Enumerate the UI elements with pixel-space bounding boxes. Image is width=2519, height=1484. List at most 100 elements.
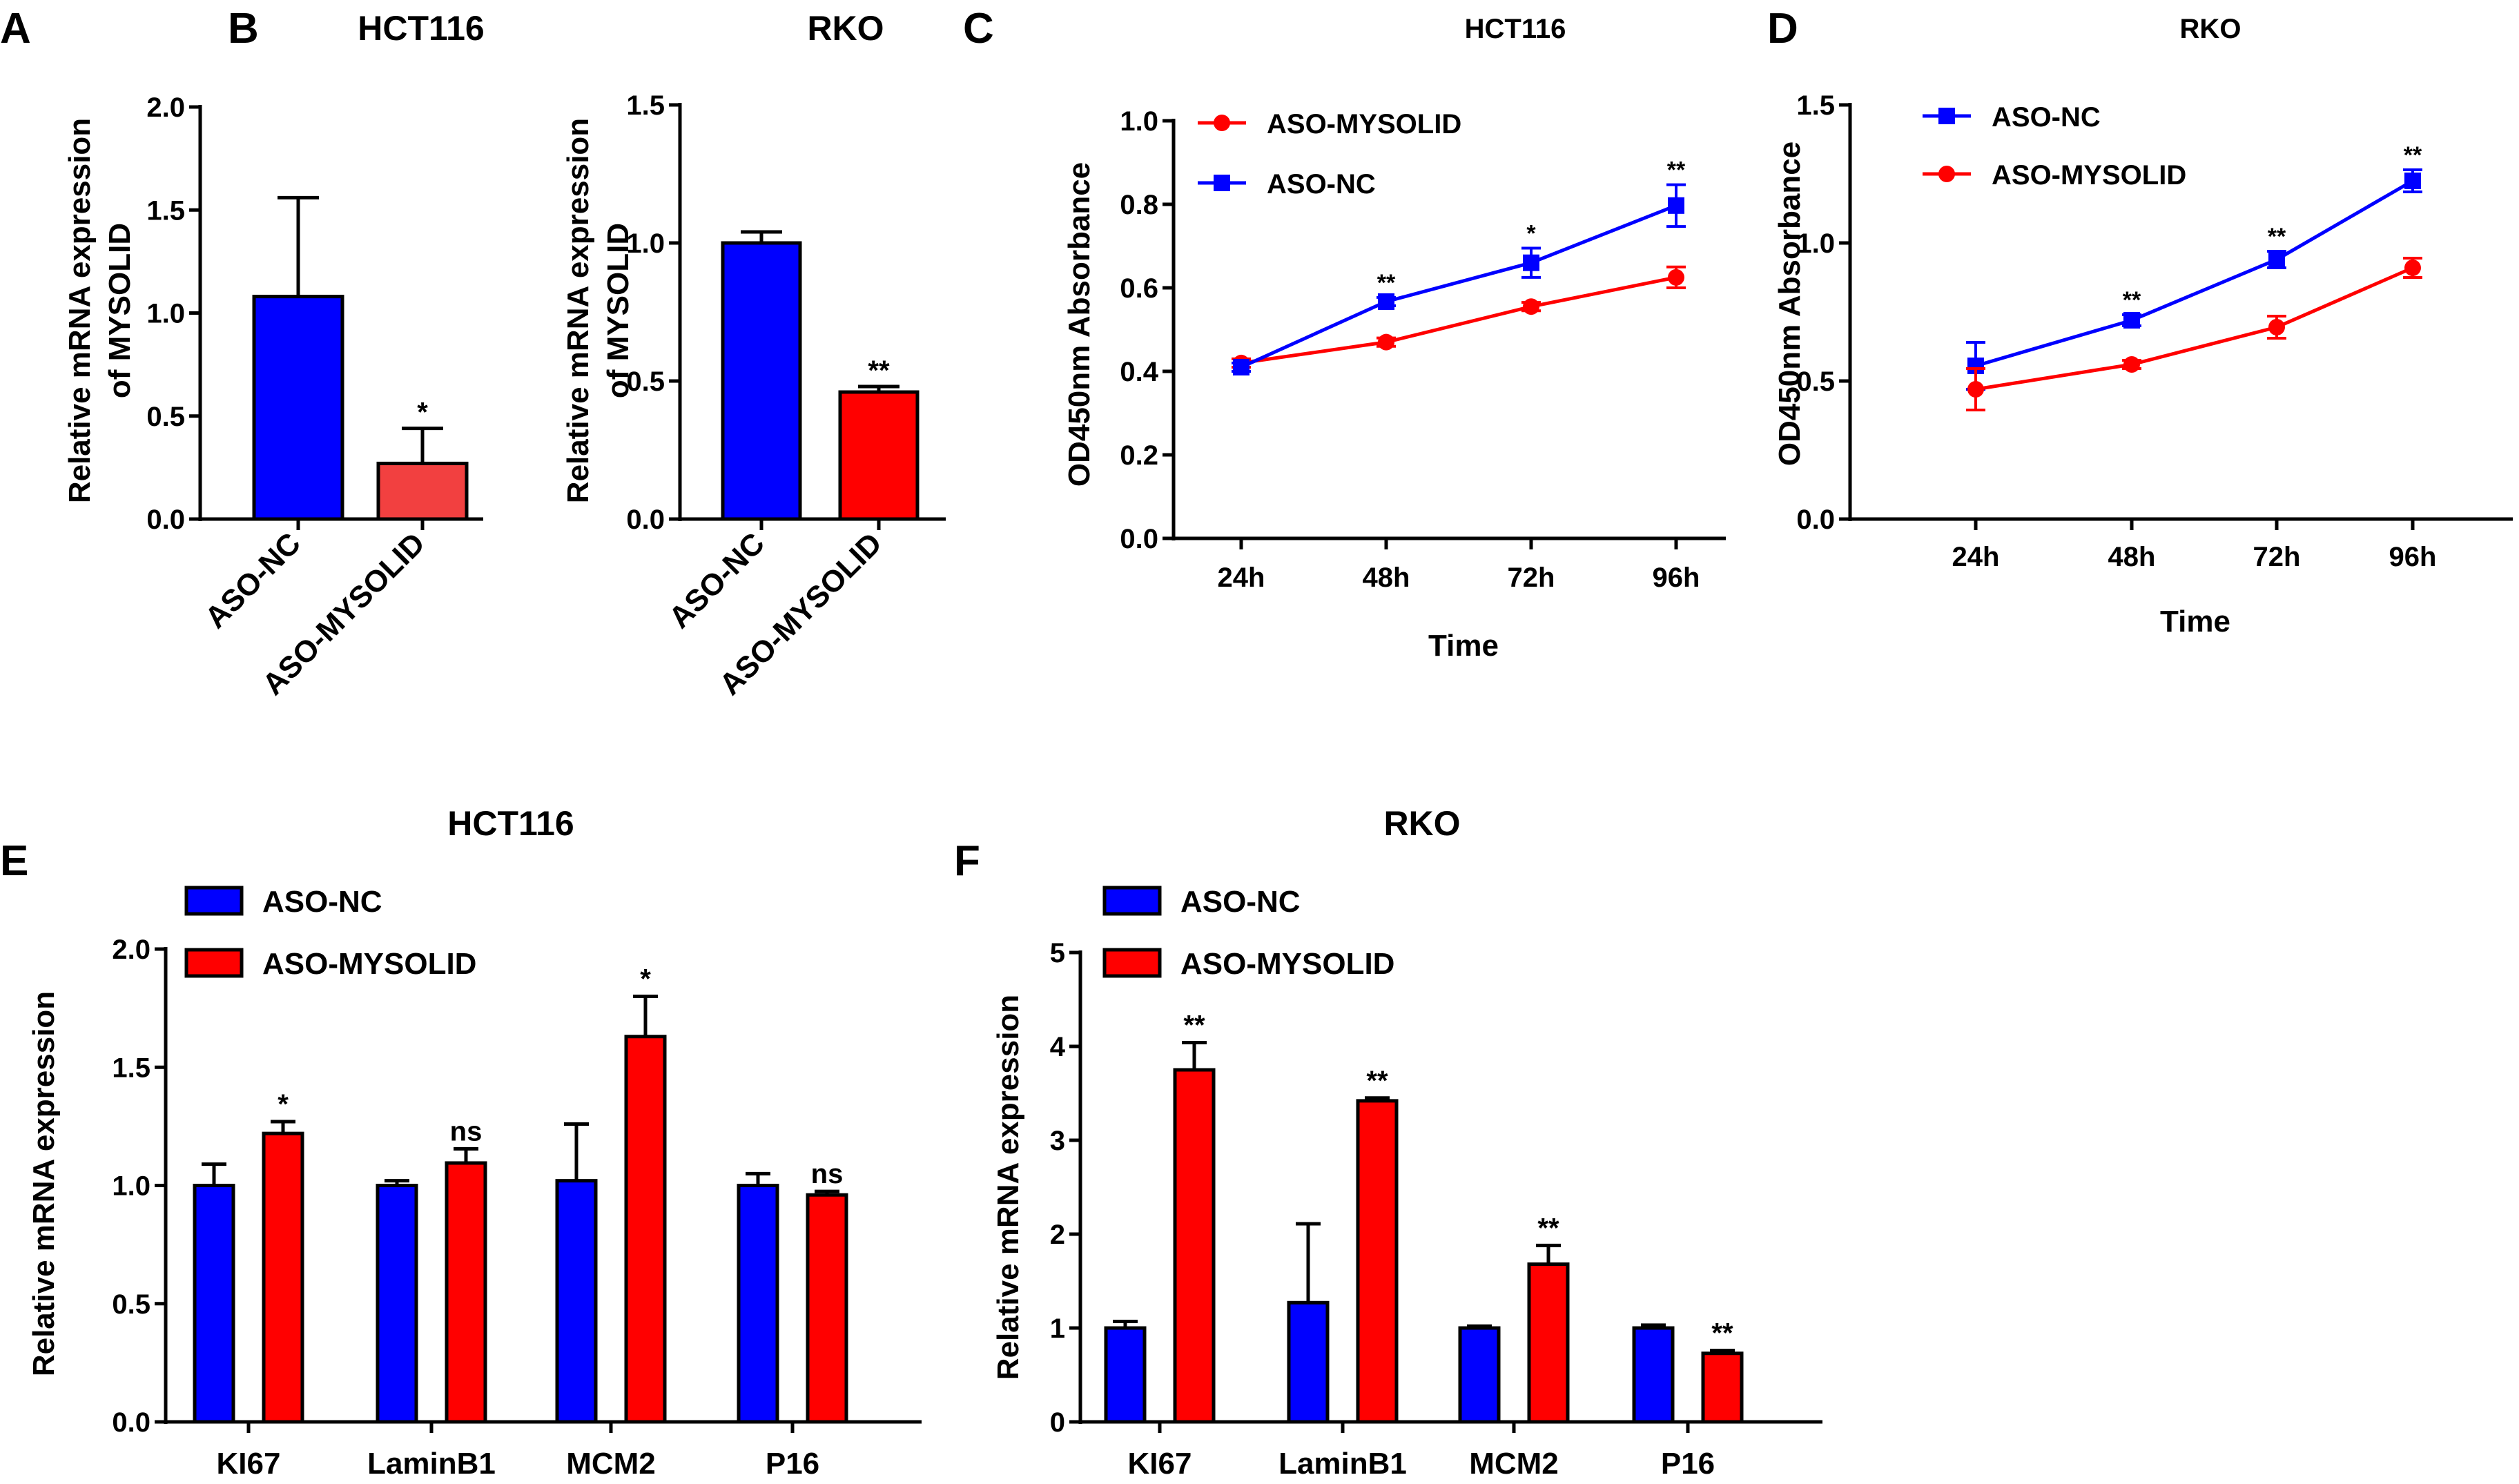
series-line [1975,179,2414,368]
legend-item: ASO-NC [184,885,382,919]
legend-label: ASO-NC [1267,169,1376,199]
y-tick-label: 1.5 [626,90,665,121]
y-tick-label: 1.5 [1796,90,1835,121]
series-aso-nc [1232,183,1686,375]
x-category-label: ASO-NC [663,526,771,634]
y-tick-label: 0.5 [1796,367,1835,397]
panel-letter: F [954,837,980,885]
significance-label: * [417,398,428,428]
legend-label: ASO-NC [262,885,382,919]
y-tick-label: 1 [1050,1314,1065,1344]
significance-label: ** [1711,1318,1733,1349]
y-tick-label: 1.0 [626,228,665,259]
series-aso-mysolid [1966,257,2422,411]
bar-aso-mysolid-laminb1 [445,1161,487,1424]
bar-aso-mysolid [838,390,920,521]
marker-circle [1668,269,1684,286]
marker-square [1214,175,1230,191]
x-tick-label: 96h [2389,542,2437,572]
y-axis-label-line: Relative mRNA expression [63,118,97,503]
y-tick-label: 0.5 [146,402,185,432]
x-category-label: MCM2 [1469,1447,1559,1481]
y-axis-label: Relative mRNA expression [27,991,61,1376]
y-tick-label: 1.0 [146,299,185,329]
significance-label: ns [450,1116,483,1146]
marker-square [1668,197,1684,214]
y-tick-label: 0.8 [1120,190,1158,220]
y-tick-label: 2.0 [112,935,150,965]
bar-aso-mysolid-p16 [806,1193,848,1424]
bar-aso-nc-ki67 [1104,1326,1147,1424]
y-tick-label: 0.0 [146,505,185,535]
legend-label: ASO-NC [1992,102,2101,133]
series-aso-nc [1966,168,2422,391]
x-tick-label: 24h [1952,542,2000,572]
panel-letter: C [963,5,994,52]
bar-aso-nc-mcm2 [555,1179,598,1424]
bar-aso-mysolid [376,461,469,521]
panel-letter: A [0,5,31,52]
legend-item: ASO-MYSOLID [1198,109,1461,139]
y-tick-label: 0.0 [1120,524,1158,554]
legend-swatch [184,886,244,916]
y-axis-label-line: of MYSOLID [103,223,137,398]
x-tick-label: 48h [2108,542,2156,572]
bar-aso-mysolid-p16 [1701,1351,1744,1424]
legend-label: ASO-MYSOLID [1180,947,1394,981]
bar-aso-nc-laminb1 [376,1184,418,1424]
marker-circle [1938,166,1955,182]
x-category-label: ASO-NC [199,526,307,634]
y-tick-label: 1.0 [1796,228,1835,259]
bar-aso-mysolid-mcm2 [1527,1262,1570,1424]
panel-title: HCT116 [447,804,574,843]
bar-aso-mysolid-laminb1 [1356,1099,1399,1424]
legend-item: ASO-NC [1923,102,2101,133]
panel-title: RKO [807,9,884,48]
legend-swatch [184,948,244,978]
x-category-label: LaminB1 [1278,1447,1407,1481]
bar-aso-nc-ki67 [193,1184,235,1424]
y-tick-label: 0.0 [1796,505,1835,535]
marker-square [2404,173,2421,189]
legend-label: ASO-NC [1180,885,1301,919]
y-tick-label: 0.5 [112,1289,150,1320]
y-tick-label: 2.0 [146,92,185,123]
panel-letter: E [0,837,28,885]
panel-letter: D [1767,5,1798,52]
x-tick-label: 96h [1653,563,1700,593]
significance-label: ** [2404,142,2422,168]
marker-circle [2123,356,2140,373]
legend-swatch [1102,948,1162,978]
legend-item: ASO-MYSOLID [1923,160,2186,191]
x-tick-label: 72h [2253,542,2301,572]
series-line [1240,204,1677,369]
panel-a: A HCT116 0.0 0.5 1.0 1.5 2.0 Relative mRNA expr… [0,5,485,702]
bar-aso-nc-p16 [1632,1326,1675,1424]
bar-aso-mysolid-mcm2 [624,1035,667,1424]
marker-circle [2404,260,2421,276]
significance-label: * [640,964,651,995]
marker-circle [1967,381,1984,398]
y-tick-label: 1.0 [1120,106,1158,137]
significance-label: ** [868,355,890,386]
x-tick-label: 72h [1508,563,1555,593]
x-category-label: KI67 [1128,1447,1192,1481]
series-line [1975,266,2414,391]
bar-aso-nc [721,241,802,521]
y-tick-label: 0 [1050,1407,1065,1438]
panel-c: C HCT116 0.0 0.2 0.4 0.6 0.8 1.0 OD450nm Absorba… [963,5,1726,663]
significance-label: * [1526,221,1536,247]
panel-e: E HCT116 0.0 0.5 1.0 1.5 2.0 Relative mRNA expr… [0,804,922,1481]
x-category-label: P16 [1661,1447,1715,1481]
marker-square [1233,358,1249,375]
y-tick-label: 1.5 [112,1053,150,1083]
bar-aso-mysolid-ki67 [262,1131,304,1424]
series-line [1241,275,1677,365]
bar-aso-mysolid-ki67 [1173,1068,1216,1424]
legend-label: ASO-MYSOLID [1992,160,2186,191]
x-category-label: MCM2 [566,1447,656,1481]
y-axis-label: OD450nm Absorbance [1062,162,1096,487]
x-axis-label: Time [1428,629,1499,663]
marker-square [1938,108,1955,124]
